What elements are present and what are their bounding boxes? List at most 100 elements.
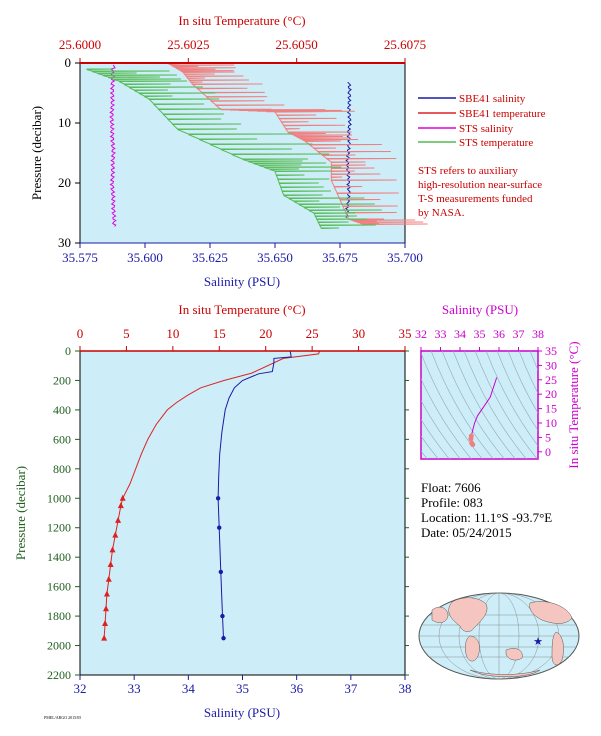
temperature-marker — [109, 546, 116, 553]
temperature-marker — [101, 634, 108, 641]
density-contour — [496, 351, 538, 431]
density-contour — [421, 378, 472, 459]
density-contour — [485, 351, 538, 447]
main-temp-tick-label: 30 — [352, 326, 365, 341]
ts-sal-tick-label: 36 — [493, 327, 505, 341]
ts-sal-tick-label: 32 — [415, 327, 427, 341]
top-sal-tick-label: 35.700 — [387, 250, 423, 265]
legend-note-line-2: high-resolution near-surface — [418, 179, 542, 191]
info-profile: Profile: 083 — [421, 495, 483, 510]
ts-deep-marker — [470, 442, 476, 448]
main-pressure-tick-label: 400 — [53, 403, 71, 417]
main-sal-tick-label: 35 — [236, 681, 249, 696]
top-sal-tick-label: 35.650 — [257, 250, 293, 265]
ts-temp-tick-label: 10 — [545, 416, 557, 430]
float-location-star: ★ — [533, 636, 543, 648]
salinity-marker — [220, 613, 225, 619]
ts-temp-tick-label: 0 — [545, 445, 551, 459]
density-contour — [474, 351, 538, 459]
info-date: Date: 05/24/2015 — [421, 525, 512, 540]
map-graticule — [419, 592, 579, 680]
main-pressure-tick-label: 2000 — [47, 639, 71, 653]
main-pressure-tick-label: 2200 — [47, 668, 71, 682]
ts-temp-tick-label: 30 — [545, 358, 557, 372]
main-pressure-tick-label: 1200 — [47, 521, 71, 535]
ts-sal-tick-label: 37 — [513, 327, 525, 341]
main-pressure-tick-label: 1800 — [47, 609, 71, 623]
temperature-marker — [112, 531, 119, 538]
top-sal-tick-label: 35.675 — [322, 250, 358, 265]
main-series-salinity — [217, 350, 292, 639]
info-location: Location: 11.1°S -93.7°E — [421, 510, 552, 525]
density-contour — [421, 352, 483, 459]
salinity-marker — [215, 496, 221, 501]
temperature-marker — [107, 561, 114, 568]
main-series-layer — [101, 350, 321, 641]
density-contour — [430, 351, 494, 459]
ts-deep-marker — [468, 436, 474, 442]
top-temp-axis-title: In situ Temperature (°C) — [178, 13, 305, 28]
top-pressure-tick-label: 0 — [65, 55, 72, 70]
top-temp-tick-label: 25.6075 — [384, 37, 426, 52]
info-float: Float: 7606 — [421, 480, 481, 495]
ts-sal-tick-label: 35 — [474, 327, 486, 341]
main-pressure-axis-title: Pressure (decibar) — [13, 466, 28, 560]
temperature-marker — [103, 590, 110, 597]
top-temp-tick-label: 25.6050 — [276, 37, 318, 52]
legend-note-line-3: T-S measurements funded — [418, 193, 533, 205]
top-pressure-axis-title: Pressure (decibar) — [29, 106, 44, 200]
main-pressure-tick-label: 1000 — [47, 491, 71, 505]
top-sal-tick-label: 35.600 — [127, 250, 163, 265]
legend-label-sts-temperature: STS temperature — [459, 137, 533, 149]
main-temp-tick-label: 5 — [123, 326, 130, 341]
main-pressure-tick-label: 200 — [53, 373, 71, 387]
main-temp-tick-label: 20 — [259, 326, 272, 341]
main-ticks: 0 5 10 15 20 25 30 35 32 33 34 35 36 37 38 0 200 400 600 80… — [47, 326, 412, 696]
density-contour — [452, 351, 516, 459]
main-sal-tick-label: 33 — [128, 681, 141, 696]
main-pressure-tick-label: 1400 — [47, 550, 71, 564]
top-temp-tick-label: 25.6000 — [59, 37, 101, 52]
main-pressure-tick-label: 800 — [53, 462, 71, 476]
ts-series-layer — [468, 377, 498, 448]
salinity-marker — [217, 525, 222, 530]
top-legend: SBE41 salinity SBE41 temperature STS sal… — [418, 93, 546, 219]
temperature-marker — [119, 494, 126, 501]
temperature-marker — [105, 575, 112, 582]
main-temp-tick-label: 0 — [77, 326, 84, 341]
main-temp-tick-label: 10 — [166, 326, 179, 341]
main-sal-tick-label: 32 — [74, 681, 87, 696]
ts-plot-area — [420, 350, 539, 460]
ts-sal-tick-label: 34 — [454, 327, 466, 341]
main-sal-tick-label: 36 — [290, 681, 304, 696]
top-series-sbe41-temperature — [168, 63, 428, 225]
top-series-sts-salinity — [109, 64, 117, 227]
temperature-marker — [102, 619, 109, 626]
ts-sal-tick-label: 38 — [532, 327, 544, 341]
main-pressure-tick-label: 0 — [65, 344, 71, 358]
main-pressure-tick-label: 600 — [53, 432, 71, 446]
ts-temp-axis-title: In situ Temperature (°C) — [566, 341, 581, 468]
ts-sal-axis-title: Salinity (PSU) — [442, 302, 518, 317]
main-sal-tick-label: 37 — [344, 681, 358, 696]
density-contour — [463, 351, 527, 459]
ts-temp-tick-label: 5 — [545, 430, 551, 444]
ts-sal-tick-label: 33 — [435, 327, 447, 341]
main-temp-tick-label: 35 — [399, 326, 412, 341]
temperature-marker — [103, 605, 109, 612]
ts-contours — [421, 351, 538, 459]
top-series-sts-temperature — [86, 68, 382, 229]
salinity-marker — [221, 635, 226, 641]
main-pressure-tick-label: 1600 — [47, 580, 71, 594]
legend-label-sts-salinity: STS salinity — [459, 123, 514, 135]
float-info: Float: 7606 Profile: 083 Location: 11.1°… — [421, 480, 552, 540]
main-sal-axis-title: Salinity (PSU) — [204, 705, 280, 720]
density-contour — [421, 399, 461, 459]
footer-label: PMEL/ARGO 2015/05 — [44, 715, 81, 720]
legend-label-sbe41-salinity: SBE41 salinity — [459, 93, 526, 105]
ts-temp-tick-label: 15 — [545, 402, 557, 416]
top-panel: 25.6000 25.6025 25.6050 25.6075 35.575 35.600… — [29, 13, 428, 289]
top-series-sbe41-salinity — [344, 81, 352, 218]
